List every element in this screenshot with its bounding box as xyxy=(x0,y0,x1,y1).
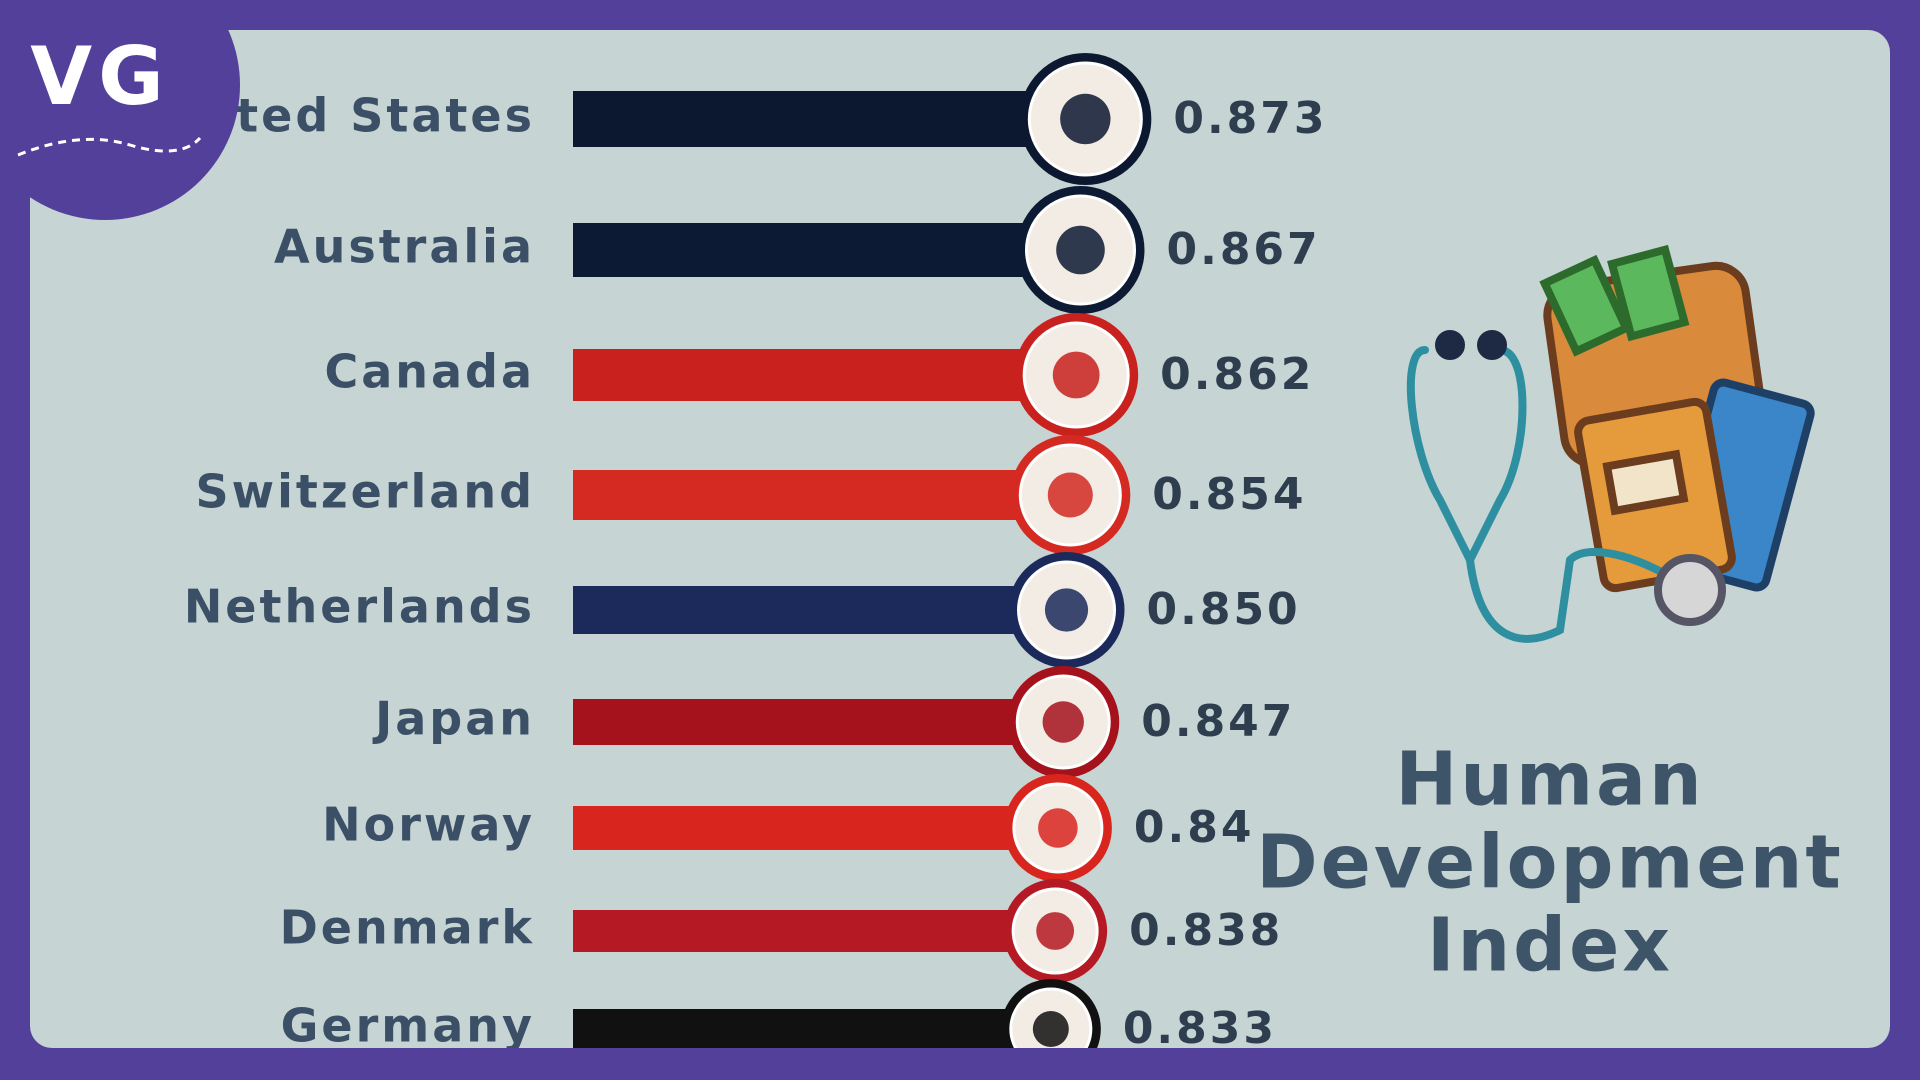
chart-title: Index xyxy=(1427,903,1673,989)
value-label: 0.867 xyxy=(1166,224,1320,275)
flag-accent xyxy=(1032,1011,1069,1047)
bar xyxy=(573,223,1027,277)
bar xyxy=(573,910,1011,952)
logo-underline xyxy=(17,136,202,157)
flag-accent xyxy=(1047,472,1093,518)
chart-title: Human xyxy=(1395,737,1704,823)
value-label: 0.862 xyxy=(1160,349,1314,400)
logo: VG xyxy=(30,30,170,123)
chart-title: Development xyxy=(1256,820,1844,906)
value-label: 0.84 xyxy=(1134,802,1255,853)
category-label: Norway xyxy=(322,798,535,852)
flag-accent xyxy=(1036,912,1075,950)
panel xyxy=(30,30,1890,1048)
category-label: Switzerland xyxy=(195,465,535,519)
category-label: Denmark xyxy=(280,901,535,955)
flag-accent xyxy=(1056,225,1105,275)
logo-badge xyxy=(0,0,240,220)
value-label: 0.873 xyxy=(1173,93,1327,144)
category-label: Canada xyxy=(324,345,535,399)
value-label: 0.847 xyxy=(1141,696,1295,747)
category-label: Japan xyxy=(372,692,535,746)
flag-accent xyxy=(1052,351,1100,399)
value-label: 0.833 xyxy=(1123,1003,1277,1054)
illustration xyxy=(1406,244,1815,643)
bar xyxy=(573,349,1024,401)
bar xyxy=(573,1009,1009,1048)
bar xyxy=(573,586,1018,634)
category-label: Germany xyxy=(281,999,535,1053)
flag-accent xyxy=(1038,808,1078,848)
flag-accent xyxy=(1042,701,1084,743)
category-label: Netherlands xyxy=(184,580,535,634)
bar xyxy=(573,470,1020,520)
category-label: Australia xyxy=(274,220,535,274)
value-label: 0.850 xyxy=(1147,584,1301,635)
value-label: 0.854 xyxy=(1152,469,1306,520)
value-label: 0.838 xyxy=(1129,905,1283,956)
bar xyxy=(573,91,1030,147)
bar xyxy=(573,806,1012,850)
bar xyxy=(573,699,1016,745)
flag-accent xyxy=(1060,93,1111,145)
flag-accent xyxy=(1044,588,1089,632)
